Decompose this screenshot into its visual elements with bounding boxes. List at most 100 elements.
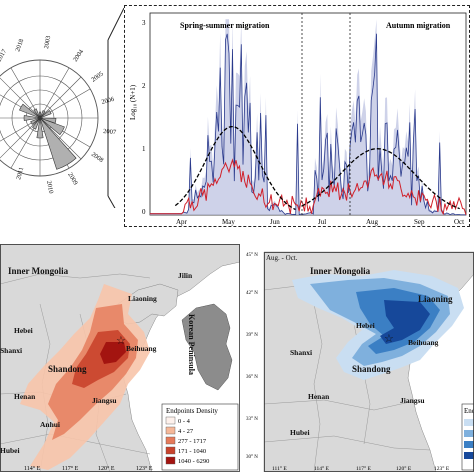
- rose-year-labels: 2018 2003 2004 2005 2006 2007 2008 2009 …: [0, 35, 117, 194]
- lon-tick-111: 111° E: [272, 465, 287, 472]
- label-beihuang-right: Beihuang: [408, 338, 439, 347]
- rose-petal-3: [39, 117, 57, 124]
- mean-series: [150, 158, 467, 216]
- connector-line-bottom: [107, 195, 116, 208]
- year-label-2008: 2008: [90, 151, 105, 164]
- label-hubei-left: Hubei: [0, 446, 20, 455]
- year-label-2017: 2017: [0, 48, 9, 63]
- y-ticks: 0 1 2 3: [142, 19, 146, 216]
- x-tick-oct: Oct: [454, 218, 464, 226]
- rose-petal-4: [39, 110, 52, 119]
- connector-line-top: [107, 7, 124, 41]
- lon-tick-123: 123° E: [136, 465, 153, 472]
- x-tick-apr: Apr: [176, 218, 188, 226]
- x-tick-jun: Jun: [270, 218, 280, 226]
- legend-title: Endpoints Density: [166, 407, 218, 415]
- label-period: Aug. - Oct.: [266, 254, 298, 262]
- map-right: ☆ End 45° N 42° N 39° N 36° N 33° N 30° …: [244, 244, 474, 472]
- label-shandong-left: Shandong: [48, 364, 87, 374]
- spring-summer-title: Spring-summer migration: [180, 21, 270, 30]
- year-label-2003: 2003: [43, 35, 52, 49]
- daily-count-line: [150, 33, 466, 216]
- lat-tick-39: 39° N: [246, 333, 258, 338]
- rose-petal-10: [32, 117, 41, 130]
- lat-tick-30: 30° N: [246, 455, 258, 460]
- label-jiangsu-left: Jiangsu: [92, 396, 117, 405]
- label-jiangsu-right: Jiangsu: [400, 396, 425, 405]
- label-liaoning-right: Liaoning: [418, 294, 453, 304]
- label-jilin: Jilin: [178, 271, 193, 280]
- label-liaoning-left: Liaoning: [128, 294, 157, 303]
- legend-right-swatch-0: [464, 419, 474, 426]
- y-axis-label: Log₁₀ (N+1): [129, 84, 137, 120]
- map-left-korea: [181, 303, 233, 391]
- year-label-2009: 2009: [66, 172, 79, 187]
- density-plume-right: [292, 270, 464, 380]
- label-beihuang-left: Beihuang: [126, 344, 157, 353]
- label-shandong-right: Shandong: [352, 364, 391, 374]
- legend-right-swatch-2: [464, 441, 474, 448]
- label-anhui-left: Anhui: [40, 420, 61, 429]
- lat-ticks-right: 45° N 42° N 39° N 36° N 33° N 30° N: [246, 253, 258, 460]
- beihuang-star: ☆: [116, 335, 126, 347]
- legend-swatch-2: [165, 436, 176, 445]
- timeseries-panel: [124, 5, 470, 227]
- mean-line: [150, 158, 467, 216]
- autumn-fit-curve: [301, 148, 460, 210]
- year-label-2011: 2011: [15, 166, 25, 180]
- label-henan-right: Henan: [308, 392, 330, 401]
- lat-tick-45: 45° N: [246, 253, 258, 258]
- lon-ticks-right: 111° E 114° E 117° E 120° E 123° E: [272, 465, 450, 472]
- fit-curves: [174, 125, 460, 211]
- rose-petals: [19, 103, 77, 170]
- raw-series: [150, 33, 466, 216]
- label-hubei-right: Hubei: [290, 428, 310, 437]
- year-label-2010: 2010: [45, 180, 54, 194]
- lon-tick-114: 114° E: [24, 465, 41, 472]
- y-tick-0: 0: [142, 208, 146, 216]
- label-inner-mongolia-left: Inner Mongolia: [8, 266, 69, 276]
- legend-left: Endpoints Density 0 - 4 4 - 27 277 - 171…: [161, 403, 239, 471]
- rose-petal-9: [33, 108, 41, 119]
- lat-tick-36: 36° N: [246, 375, 258, 380]
- label-henan-left: Henan: [14, 392, 36, 401]
- rose-petal-7: [30, 117, 41, 125]
- x-tick-aug: Aug: [366, 218, 379, 226]
- x-tick-sep: Sep: [414, 218, 425, 226]
- rose-petal-0: [39, 117, 77, 170]
- lon-tick-120r: 120° E: [396, 465, 412, 472]
- lat-tick-33: 33° N: [246, 417, 258, 422]
- spring-fit-curve: [174, 125, 296, 211]
- rose-diagram: 2018 2003 2004 2005 2006 2007 2008 2009 …: [0, 7, 124, 208]
- legend-swatch-1: [165, 426, 176, 435]
- band-area: [150, 19, 466, 215]
- label-inner-mongolia-right: Inner Mongolia: [310, 266, 371, 276]
- legend-swatch-0: [165, 416, 176, 425]
- lon-tick-120: 120° E: [98, 465, 115, 472]
- timeseries-chart: Spring-summer migration Autumn migration…: [129, 12, 467, 226]
- map-left: ☆ Endpoints Density 0 - 4 4 - 27 277 - 1…: [0, 244, 240, 472]
- label-shanxi-right: Shanxi: [290, 348, 313, 357]
- year-label-2007: 2007: [103, 128, 117, 136]
- legend-label-1: 4 - 27: [178, 428, 194, 435]
- lon-ticks-left: 114° E 117° E 120° E 123° E: [24, 465, 153, 472]
- rose-petal-11: [38, 111, 42, 119]
- rose-petal-2: [36, 117, 44, 139]
- autumn-title: Autumn migration: [386, 21, 451, 30]
- lon-tick-117r: 117° E: [356, 465, 372, 472]
- blue-band-core: [380, 300, 430, 344]
- legend-right-swatch-1: [464, 430, 474, 437]
- beihuang-star-right: ☆: [384, 333, 394, 345]
- x-ticks: Apr May Jun Jul Aug Sep Oct: [176, 218, 464, 226]
- legend-swatch-4: [165, 456, 176, 465]
- rose-petal-6: [23, 115, 41, 121]
- legend-label-0: 0 - 4: [178, 418, 191, 425]
- label-hebei-right: Hebei: [356, 321, 375, 330]
- variance-band: [150, 19, 466, 215]
- map-left-frame: [0, 244, 240, 472]
- x-tick-jul: Jul: [318, 218, 326, 226]
- legend-right-title: End: [464, 407, 474, 415]
- x-tick-may: May: [222, 218, 235, 226]
- y-tick-1: 1: [142, 145, 146, 153]
- legend-label-2: 277 - 1717: [178, 438, 207, 445]
